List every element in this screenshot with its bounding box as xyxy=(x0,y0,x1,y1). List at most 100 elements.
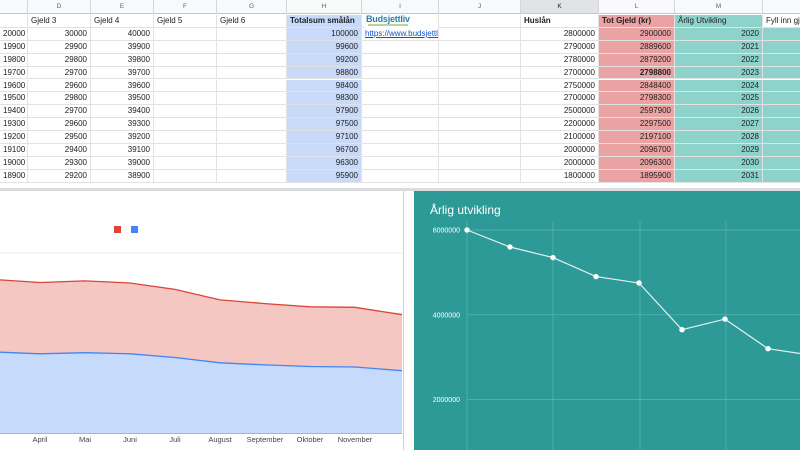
cell-gjeld-6[interactable] xyxy=(217,169,287,183)
cell-totalsum[interactable]: 98300 xyxy=(287,92,362,106)
column-header-m[interactable]: M xyxy=(675,0,763,14)
cell-empty[interactable] xyxy=(362,169,439,183)
cell-tot-gjeld[interactable]: 2889600 xyxy=(599,40,675,54)
cell-totalsum[interactable]: 100000 xyxy=(287,27,362,41)
cell-empty[interactable] xyxy=(362,118,439,132)
cell-gjeld-4[interactable]: 39900 xyxy=(91,40,154,54)
cell-year[interactable]: 2023 xyxy=(675,66,763,80)
cell-gjeld-4[interactable]: 39200 xyxy=(91,131,154,144)
pane-divider[interactable] xyxy=(0,188,800,191)
cell-huslan[interactable]: 2500000 xyxy=(521,105,599,119)
cell-gjeld-3[interactable]: 29500 xyxy=(28,131,91,144)
cell-fyll-inn[interactable] xyxy=(763,53,800,67)
data-point[interactable] xyxy=(636,280,642,286)
header-gjeld-3[interactable]: Gjeld 3 xyxy=(28,15,91,28)
cell-gjeld-6[interactable] xyxy=(217,40,287,54)
cell-empty[interactable] xyxy=(362,79,439,93)
cell-gjeld-4[interactable]: 40000 xyxy=(91,27,154,41)
header-arlig-utvikling[interactable]: Årlig Utvikling xyxy=(675,15,763,28)
cell-gjeld-4[interactable]: 39500 xyxy=(91,92,154,106)
cell-empty[interactable] xyxy=(439,27,521,41)
header-huslan[interactable]: Huslån xyxy=(521,15,599,28)
cell-gjeld-5[interactable] xyxy=(154,40,217,54)
legend-swatch-2[interactable] xyxy=(131,226,138,233)
column-header-i[interactable]: I xyxy=(362,0,439,14)
cell-empty[interactable] xyxy=(362,40,439,54)
cell-gjeld-3[interactable]: 29200 xyxy=(28,169,91,183)
cell-fyll-inn[interactable] xyxy=(763,144,800,157)
data-point[interactable] xyxy=(722,316,728,322)
cell-gjeld-4[interactable]: 38900 xyxy=(91,169,154,183)
cell-empty[interactable] xyxy=(439,105,521,119)
cell-huslan[interactable]: 2100000 xyxy=(521,131,599,144)
cell-huslan[interactable]: 2780000 xyxy=(521,53,599,67)
cell-gjeld-5[interactable] xyxy=(154,53,217,67)
cell-gjeld-3[interactable]: 29800 xyxy=(28,53,91,67)
cell-gjeld-6[interactable] xyxy=(217,144,287,157)
cell-gjeld-3[interactable]: 30000 xyxy=(28,27,91,41)
cell-gjeld-2[interactable]: 19500 xyxy=(0,92,28,106)
cell-empty[interactable] xyxy=(439,118,521,132)
line-chart[interactable]: 6000000 4000000 2000000 Årlig utvikling xyxy=(414,191,800,450)
cell-gjeld-3[interactable]: 29700 xyxy=(28,105,91,119)
cell-gjeld-4[interactable]: 39300 xyxy=(91,118,154,132)
cell-empty[interactable] xyxy=(439,66,521,80)
cell-empty[interactable] xyxy=(362,105,439,119)
cell-totalsum[interactable]: 99600 xyxy=(287,40,362,54)
cell-huslan[interactable]: 2000000 xyxy=(521,156,599,170)
cell-fyll-inn[interactable] xyxy=(763,118,800,132)
cell-tot-gjeld[interactable]: 1895900 xyxy=(599,169,675,183)
cell-totalsum[interactable]: 99200 xyxy=(287,53,362,67)
cell-fyll-inn[interactable] xyxy=(763,131,800,144)
cell-fyll-inn[interactable] xyxy=(763,105,800,119)
cell-gjeld-3[interactable]: 29700 xyxy=(28,66,91,80)
column-header-k[interactable]: K xyxy=(521,0,599,14)
area-series-2[interactable] xyxy=(0,352,402,433)
cell-gjeld-5[interactable] xyxy=(154,105,217,119)
cell-huslan[interactable]: 2800000 xyxy=(521,27,599,41)
cell-fyll-inn[interactable] xyxy=(763,169,800,183)
cell-gjeld-3[interactable]: 29600 xyxy=(28,79,91,93)
column-header-g[interactable]: G xyxy=(217,0,287,14)
data-point[interactable] xyxy=(550,254,556,261)
cell-empty[interactable] xyxy=(439,53,521,67)
cell-tot-gjeld[interactable]: 2900000 xyxy=(599,27,675,41)
cell-tot-gjeld[interactable]: 2879200 xyxy=(599,53,675,67)
cell-empty[interactable] xyxy=(439,40,521,54)
cell-gjeld-2[interactable]: 20000 xyxy=(0,27,28,41)
data-point[interactable] xyxy=(765,346,771,352)
cell-totalsum[interactable]: 98800 xyxy=(287,66,362,80)
column-header-f[interactable]: F xyxy=(154,0,217,14)
header-tot-gjeld[interactable]: Tot Gjeld (kr) xyxy=(599,15,675,28)
cell-gjeld-4[interactable]: 39700 xyxy=(91,66,154,80)
cell-gjeld-3[interactable]: 29800 xyxy=(28,92,91,106)
cell-gjeld-6[interactable] xyxy=(217,131,287,144)
header-gjeld-6[interactable]: Gjeld 6 xyxy=(217,15,287,28)
cell-totalsum[interactable]: 97900 xyxy=(287,105,362,119)
cell-year[interactable]: 2024 xyxy=(675,79,763,93)
cell-tot-gjeld[interactable]: 2096700 xyxy=(599,144,675,157)
column-header-l[interactable]: L xyxy=(599,0,675,14)
cell-gjeld-2[interactable]: 19300 xyxy=(0,118,28,132)
cell-year[interactable]: 2021 xyxy=(675,40,763,54)
area-chart[interactable]: sAprilMaiJuniJuliAugustSeptemberOktoberN… xyxy=(0,191,404,450)
cell-gjeld-5[interactable] xyxy=(154,169,217,183)
cell-fyll-inn[interactable] xyxy=(763,66,800,80)
cell-totalsum[interactable]: 96700 xyxy=(287,144,362,157)
cell-year[interactable]: 2030 xyxy=(675,156,763,170)
cell-totalsum[interactable]: 98400 xyxy=(287,79,362,93)
cell-gjeld-5[interactable] xyxy=(154,66,217,80)
cell-gjeld-2[interactable]: 19700 xyxy=(0,66,28,80)
cell-fyll-inn[interactable] xyxy=(763,40,800,54)
cell-empty[interactable] xyxy=(439,156,521,170)
data-point[interactable] xyxy=(679,327,685,333)
cell-gjeld-3[interactable]: 29600 xyxy=(28,118,91,132)
cell-gjeld-5[interactable] xyxy=(154,156,217,170)
cell-gjeld-4[interactable]: 39800 xyxy=(91,53,154,67)
cell-tot-gjeld[interactable]: 2096300 xyxy=(599,156,675,170)
cell-gjeld-2[interactable]: 19000 xyxy=(0,156,28,170)
cell-empty[interactable] xyxy=(439,169,521,183)
cell-gjeld-2[interactable]: 19100 xyxy=(0,144,28,157)
header-fyll-inn[interactable]: Fyll inn gj xyxy=(763,15,800,28)
cell-header-c[interactable] xyxy=(0,15,28,28)
